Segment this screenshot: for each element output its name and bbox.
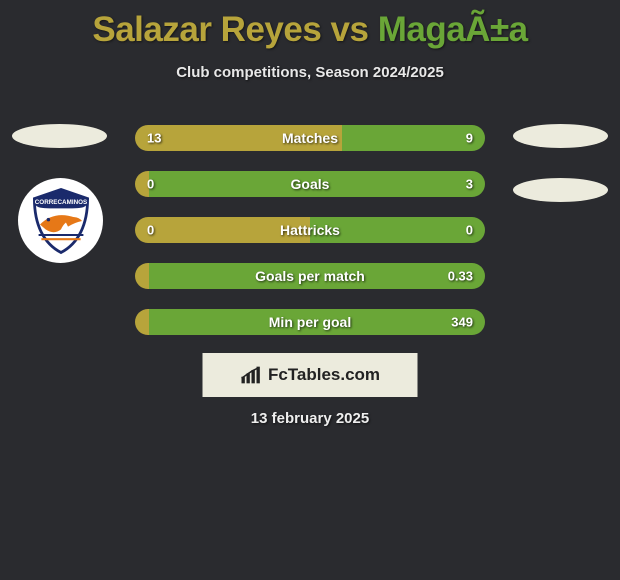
stat-left-value: 13 <box>147 131 161 146</box>
stat-left-value: 0 <box>147 177 154 192</box>
player1-silhouette <box>12 124 107 148</box>
stat-right-value: 3 <box>466 177 473 192</box>
brand-chart-icon <box>240 365 264 385</box>
stat-right-value: 9 <box>466 131 473 146</box>
stat-bar: 349 Min per goal <box>135 309 485 335</box>
stat-bar-left-seg <box>135 309 149 335</box>
player1-name: Salazar Reyes <box>92 10 321 49</box>
brand-badge[interactable]: FcTables.com <box>203 353 418 397</box>
stat-label: Goals per match <box>255 268 365 284</box>
subtitle: Club competitions, Season 2024/2025 <box>0 64 620 81</box>
stat-bar: 13 9 Matches <box>135 125 485 151</box>
player2-silhouette <box>513 124 608 148</box>
stat-bar: 0 3 Goals <box>135 171 485 197</box>
stat-right-value: 349 <box>451 315 473 330</box>
stat-left-value: 0 <box>147 223 154 238</box>
player2-club-silhouette <box>513 178 608 202</box>
vs-sep: vs <box>321 10 377 49</box>
player1-club-crest: CORRECAMINOS <box>18 178 103 263</box>
stat-label: Matches <box>282 130 338 146</box>
comparison-title: Salazar Reyes vs MagaÃ±a <box>0 0 620 50</box>
brand-text: FcTables.com <box>268 365 380 385</box>
svg-text:CORRECAMINOS: CORRECAMINOS <box>34 199 86 206</box>
stat-bar: 0.33 Goals per match <box>135 263 485 289</box>
player2-name: MagaÃ±a <box>378 10 528 49</box>
stat-bar-right-seg <box>342 125 486 151</box>
date-text: 13 february 2025 <box>0 410 620 427</box>
stat-bars: 13 9 Matches 0 3 Goals 0 0 Hattricks 0.33 Goals pe… <box>135 125 485 335</box>
stat-bar: 0 0 Hattricks <box>135 217 485 243</box>
stat-right-value: 0 <box>466 223 473 238</box>
stat-label: Goals <box>291 176 330 192</box>
crest-icon: CORRECAMINOS <box>26 186 96 256</box>
stat-label: Min per goal <box>269 314 351 330</box>
stat-bar-left-seg <box>135 263 149 289</box>
stat-label: Hattricks <box>280 222 340 238</box>
stat-right-value: 0.33 <box>448 269 473 284</box>
